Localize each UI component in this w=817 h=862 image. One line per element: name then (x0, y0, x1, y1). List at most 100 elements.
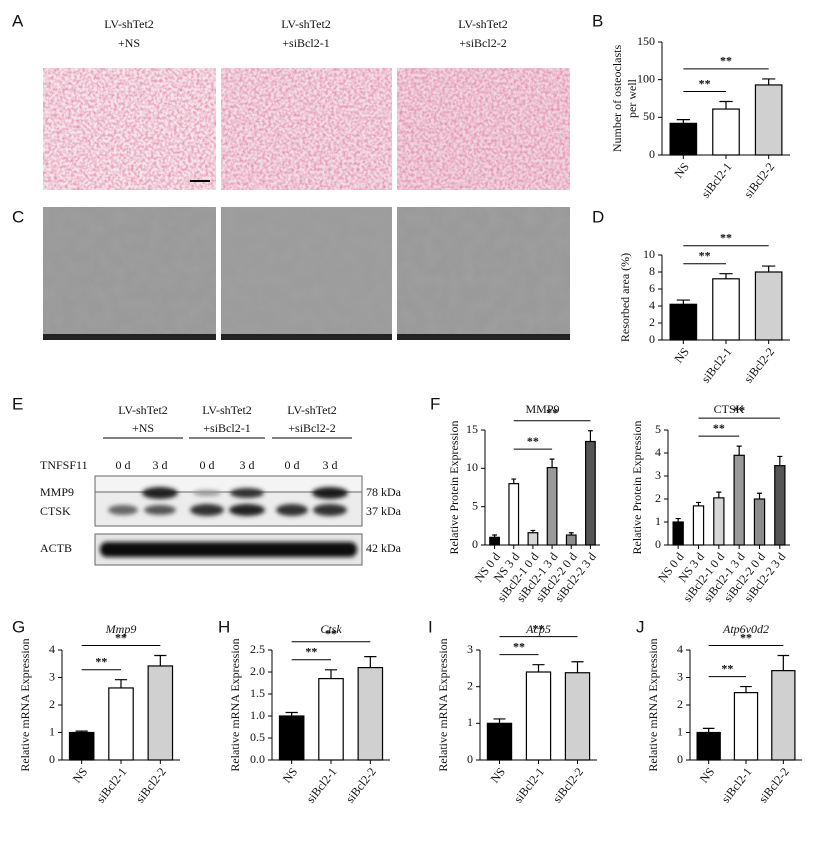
x-tick-label: NS (70, 765, 90, 786)
chart-title: Acp5 (525, 622, 551, 636)
sem-info-bar (221, 334, 392, 340)
bar (68, 731, 95, 761)
timepoint: 3 d (323, 458, 338, 472)
y-tick-label: 1 (49, 724, 55, 738)
y-tick-label: 4 (677, 642, 683, 656)
sem-texture (221, 207, 392, 340)
bar (489, 536, 500, 546)
error-bar (762, 78, 776, 85)
bar (753, 498, 766, 546)
error-bar (493, 718, 506, 724)
timepoint: 3 d (153, 458, 168, 472)
panel-letter: E (12, 394, 23, 413)
y-axis-label: Relative mRNA Expression (646, 638, 660, 771)
bar (771, 670, 796, 761)
significance-label: ** (533, 621, 545, 635)
protein-label: CTSK (40, 504, 71, 518)
significance-label: ** (721, 661, 733, 675)
error-bar (676, 299, 690, 305)
y-tick-label: 0 (655, 537, 661, 551)
significance-label: ** (699, 248, 711, 262)
y-axis-label: Resorbed area (%) (618, 253, 632, 342)
y-tick-label: 2.0 (250, 664, 265, 678)
band (144, 505, 176, 515)
column-header: LV-shTet2 (281, 17, 331, 31)
error-bar (75, 730, 88, 733)
x-tick-label: siBcl2-1 (698, 345, 734, 386)
error-bar (114, 679, 128, 688)
error-bar (716, 491, 722, 498)
chart-title: Atp6v0d2 (722, 622, 769, 636)
x-tick-label: NS (697, 765, 717, 786)
band (276, 504, 308, 516)
y-tick-label: 3 (677, 669, 683, 683)
column-header: +siBcl2-1 (282, 36, 329, 50)
error-bar (777, 654, 790, 671)
error-bar (740, 685, 752, 693)
error-bar (532, 664, 545, 672)
y-tick-label: 0 (472, 537, 478, 551)
x-tick-label: siBcl2-2 (756, 765, 792, 806)
panel-letter: F (430, 394, 440, 413)
error-bar (511, 478, 517, 484)
column-header: LV-shTet2 (202, 403, 252, 417)
error-bar (736, 445, 742, 456)
bar (546, 466, 558, 546)
y-axis-label: Relative mRNA Expression (436, 638, 450, 771)
panel-letter: J (636, 617, 645, 636)
x-tick-label: siBcl2-1 (93, 765, 129, 806)
x-tick-label: siBcl2-2 (133, 765, 169, 806)
y-tick-label: 1.0 (250, 708, 265, 722)
bar (754, 271, 783, 341)
bar (564, 672, 591, 761)
panel-letter: H (218, 617, 230, 636)
x-tick-label: NS (671, 345, 691, 366)
y-axis-label: Relative mRNA Expression (228, 638, 242, 771)
band (100, 542, 357, 557)
significance-label: ** (527, 434, 539, 448)
chart-title: MMP9 (525, 402, 559, 416)
error-bar (675, 517, 681, 522)
size-label: 78 kDa (366, 485, 402, 499)
column-header: +NS (118, 36, 140, 50)
y-tick-label: 1 (677, 724, 683, 738)
y-tick-label: 0 (677, 752, 683, 766)
column-header: LV-shTet2 (118, 403, 168, 417)
y-tick-label: 0 (49, 752, 55, 766)
band (312, 487, 348, 499)
column-header: +NS (132, 421, 154, 435)
bar (672, 521, 684, 546)
y-tick-label: 3 (49, 669, 55, 683)
error-bar (324, 669, 338, 679)
error-bar (285, 711, 298, 716)
error-bar (702, 727, 715, 733)
x-tick-label: siBcl2-2 (343, 765, 379, 806)
bar (774, 465, 786, 546)
panel-letter: C (12, 207, 24, 226)
error-bar (756, 492, 763, 499)
x-tick-label: siBcl2-2 (741, 345, 777, 386)
x-tick-label: NS (488, 765, 508, 786)
y-axis-label: Relative Protein Expression (630, 421, 644, 555)
column-header: +siBcl2-1 (203, 421, 250, 435)
y-tick-label: 2 (49, 697, 55, 711)
significance-label: ** (699, 76, 711, 90)
y-tick-label: 5 (655, 422, 661, 436)
band (108, 505, 138, 515)
trap-texture (43, 68, 216, 190)
y-tick-label: 0.5 (250, 730, 265, 744)
significance-label: ** (546, 406, 558, 420)
band (313, 504, 347, 516)
error-bar (364, 656, 377, 668)
significance-label: ** (325, 627, 337, 641)
y-tick-label: 2.5 (250, 642, 265, 656)
x-tick-label: siBcl2-2 (741, 160, 777, 201)
y-tick-label: 0 (649, 332, 655, 346)
y-axis-label: Relative mRNA Expression (18, 638, 32, 771)
sem-info-bar (43, 334, 216, 340)
size-label: 37 kDa (366, 504, 402, 518)
significance-label: ** (713, 421, 725, 435)
y-tick-label: 4 (649, 298, 655, 312)
significance-label: ** (720, 230, 732, 244)
chart-title: CTSK (714, 402, 745, 416)
